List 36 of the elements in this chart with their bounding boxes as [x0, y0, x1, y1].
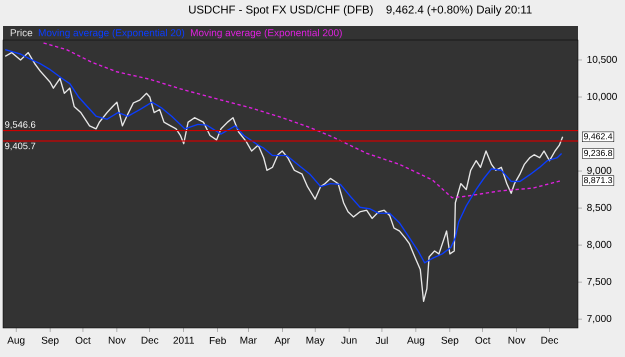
y-tick-label: 8,500	[587, 204, 612, 212]
y-tick-label: 10,500	[587, 56, 617, 64]
x-tick-label: Jul	[376, 336, 388, 344]
series-label: Price	[10, 28, 32, 36]
annotation: 8,871.3	[584, 176, 612, 184]
y-tick-label: 9,000	[587, 166, 612, 176]
x-tick-label: Feb	[210, 336, 226, 344]
x-tick-label: Sep	[441, 336, 458, 346]
y-tick-label: 7,000	[587, 314, 612, 324]
x-tick-label: May	[306, 336, 325, 346]
y-tick-label: 10,000	[587, 92, 617, 102]
x-tick-label: Oct	[76, 336, 91, 344]
text: Moving average (Exponential 200)	[190, 28, 342, 38]
ref-line-label: 9,546.6	[5, 121, 36, 129]
x-tick-label: Oct	[475, 336, 490, 344]
y-tick-label: 7,500	[587, 278, 612, 286]
chart-subtitle: 9,462.4 (+0.80%) Daily 20:11	[386, 5, 532, 16]
x-tick-label: Apr	[274, 336, 290, 346]
x-tick-label: Dec	[541, 336, 558, 344]
x-tick-label: Nov	[508, 336, 526, 344]
annotation: 9,236.8	[584, 150, 612, 158]
x-tick-label: Aug	[7, 336, 24, 346]
x-tick-label: Nov	[108, 336, 126, 344]
y-tick-label: 8,000	[587, 240, 612, 250]
chart-title: USDCHF - Spot FX USD/CHF (DFB)	[189, 5, 373, 16]
x-tick-label: 2011	[173, 336, 194, 344]
line-series	[42, 42, 562, 198]
ref-line-label: 9,405.7	[5, 142, 36, 150]
x-tick-label: Mar	[240, 336, 257, 344]
annotation: 9,462.4	[584, 133, 612, 140]
x-tick-label: Sep	[42, 336, 59, 346]
x-tick-label: Dec	[142, 336, 158, 344]
x-tick-label: Jun	[341, 336, 357, 344]
line-series	[4, 52, 564, 302]
text: Moving average (Exponential 20)	[38, 28, 184, 38]
x-tick-label: Aug	[407, 336, 424, 346]
